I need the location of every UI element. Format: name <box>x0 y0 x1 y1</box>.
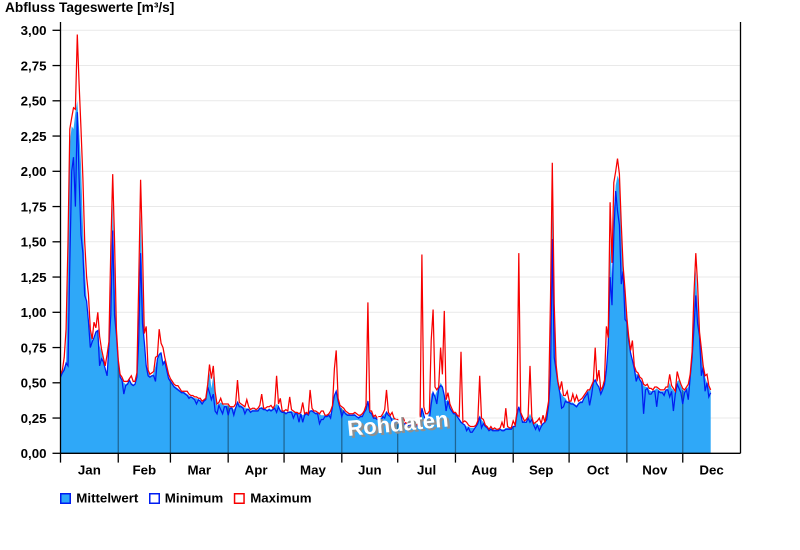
svg-text:2,75: 2,75 <box>21 58 47 73</box>
svg-text:May: May <box>300 463 326 478</box>
svg-text:3,00: 3,00 <box>21 23 47 38</box>
svg-text:Sep: Sep <box>529 463 553 478</box>
svg-text:Mittelwert: Mittelwert <box>76 491 139 506</box>
svg-text:2,50: 2,50 <box>21 94 47 109</box>
svg-text:1,25: 1,25 <box>21 270 47 285</box>
svg-text:0,00: 0,00 <box>21 446 47 461</box>
svg-text:Oct: Oct <box>587 463 610 478</box>
svg-text:Apr: Apr <box>245 463 268 478</box>
svg-text:2,25: 2,25 <box>21 129 47 144</box>
svg-text:Jun: Jun <box>358 463 382 478</box>
svg-text:Aug: Aug <box>471 463 497 478</box>
svg-text:1,75: 1,75 <box>21 199 47 214</box>
svg-text:Jul: Jul <box>417 463 436 478</box>
svg-text:1,00: 1,00 <box>21 305 47 320</box>
svg-text:Jan: Jan <box>78 463 101 478</box>
svg-text:Mar: Mar <box>187 463 211 478</box>
svg-text:0,75: 0,75 <box>21 340 47 355</box>
svg-text:Abfluss Tageswerte [m³/s]: Abfluss Tageswerte [m³/s] <box>5 0 174 15</box>
svg-text:2,00: 2,00 <box>21 164 47 179</box>
svg-text:Nov: Nov <box>642 463 668 478</box>
svg-text:Maximum: Maximum <box>250 491 311 506</box>
svg-text:0,50: 0,50 <box>21 376 47 391</box>
svg-text:Dec: Dec <box>699 463 723 478</box>
svg-text:1,50: 1,50 <box>21 235 47 250</box>
svg-text:0,25: 0,25 <box>21 411 47 426</box>
svg-text:Feb: Feb <box>133 463 157 478</box>
svg-text:Minimum: Minimum <box>165 491 223 506</box>
